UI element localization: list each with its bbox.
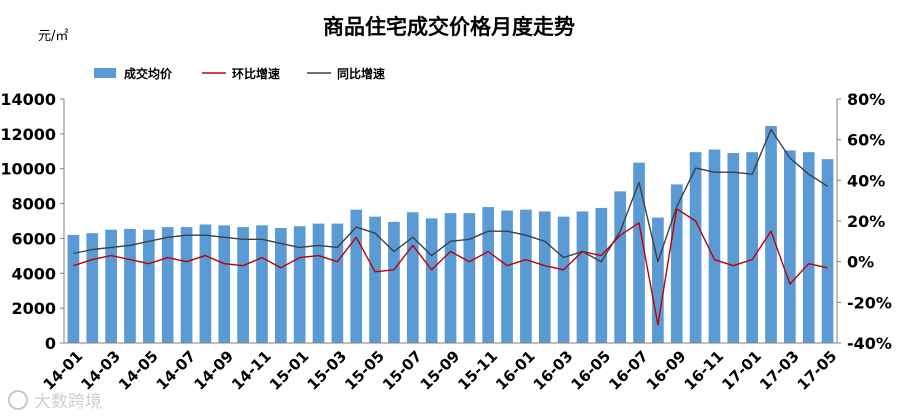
y2-tick-label: 80% (847, 90, 885, 109)
y2-tick-label: 0% (847, 253, 874, 272)
x-tick-label: 14-07 (153, 347, 200, 394)
y-axis-unit-label: 元/㎡ (38, 29, 68, 44)
x-tick-label: 17-05 (794, 347, 841, 394)
x-tick-label: 15-05 (341, 347, 388, 394)
bar-15-03 (331, 223, 344, 343)
x-tick-label: 17-01 (718, 347, 765, 394)
bar-15-12 (501, 210, 513, 343)
legend-label-bar: 成交均价 (124, 66, 173, 81)
bar-15-08 (425, 218, 438, 343)
series-line-yoy (73, 128, 828, 263)
y-tick-label: 6000 (11, 229, 56, 248)
bar-15-09 (444, 213, 457, 343)
series-line-mom (73, 208, 828, 326)
bar-16-10 (689, 152, 702, 343)
bar-16-03 (557, 216, 570, 343)
x-tick-label: 14-09 (190, 347, 237, 394)
legend-label-yoy: 同比增速 (337, 66, 385, 81)
bar-14-12 (274, 227, 287, 343)
bar-15-07 (406, 212, 419, 343)
bar-15-10 (463, 213, 476, 343)
x-tick-label: 14-05 (115, 347, 162, 394)
bar-15-05 (369, 216, 381, 343)
bar-16-09 (670, 184, 683, 343)
bar-16-11 (708, 149, 721, 343)
x-tick-label: 14-01 (40, 347, 87, 394)
bar-14-08 (199, 224, 212, 343)
x-tick-label: 16-09 (643, 347, 690, 394)
x-tick-label: 16-07 (605, 347, 652, 394)
y-tick-label: 14000 (0, 90, 56, 109)
bar-15-01 (293, 226, 306, 343)
bar-16-01 (520, 209, 532, 343)
x-tick-label: 17-03 (756, 347, 803, 394)
bar-16-02 (538, 211, 551, 343)
x-tick-label: 15-09 (417, 347, 464, 394)
bar-17-03 (784, 150, 796, 343)
y-tick-label: 0 (45, 334, 56, 353)
bar-15-11 (482, 207, 495, 343)
y-tick-label: 12000 (0, 125, 56, 144)
bar-15-02 (312, 223, 325, 343)
bar-15-06 (388, 221, 400, 343)
legend-swatch-bar (94, 68, 116, 78)
y2-tick-label: 60% (847, 131, 885, 150)
bar-17-04 (802, 152, 815, 343)
bar-14-07 (180, 227, 193, 343)
x-tick-label: 15-11 (454, 347, 501, 394)
bar-17-05 (821, 159, 834, 343)
x-tick-label: 16-05 (567, 347, 614, 394)
y2-tick-label: 20% (847, 212, 885, 231)
bar-14-10 (237, 227, 249, 343)
bar-15-04 (350, 209, 363, 343)
x-tick-label: 16-11 (681, 347, 728, 394)
bar-14-06 (161, 227, 174, 343)
y2-tick-label: -20% (847, 293, 892, 312)
bar-14-05 (142, 229, 155, 343)
y-tick-label: 2000 (11, 299, 56, 318)
bar-16-08 (652, 217, 664, 343)
y2-tick-label: -40% (847, 334, 892, 353)
x-tick-label: 15-07 (379, 347, 426, 394)
bar-14-11 (256, 225, 268, 343)
bar-16-12 (727, 153, 740, 343)
bar-16-04 (576, 211, 589, 343)
watermark-text: 大数跨境 (34, 392, 102, 412)
x-tick-label: 16-03 (530, 347, 577, 394)
bar-14-04 (124, 228, 136, 343)
x-tick-label: 15-01 (266, 347, 313, 394)
bar-14-09 (218, 225, 231, 343)
x-tick-label: 16-01 (492, 347, 539, 394)
x-tick-label: 14-11 (228, 347, 275, 394)
bar-17-02 (765, 126, 777, 343)
watermark-logo-icon (8, 390, 28, 410)
y2-tick-label: 40% (847, 171, 885, 190)
bar-16-07 (633, 162, 645, 343)
bar-16-05 (595, 207, 608, 343)
bar-17-01 (746, 152, 759, 343)
x-tick-label: 15-03 (304, 347, 351, 394)
y-tick-label: 8000 (11, 195, 56, 214)
x-tick-label: 14-03 (77, 347, 124, 394)
legend-label-mom: 环比增速 (232, 66, 280, 81)
bar-14-03 (105, 229, 117, 343)
bar-14-02 (86, 233, 99, 343)
chart-title: 商品住宅成交价格月度走势 (323, 15, 575, 39)
y-tick-label: 4000 (11, 264, 56, 283)
y-tick-label: 10000 (0, 160, 56, 179)
bar-14-01 (67, 234, 80, 343)
bar-16-06 (614, 191, 627, 343)
